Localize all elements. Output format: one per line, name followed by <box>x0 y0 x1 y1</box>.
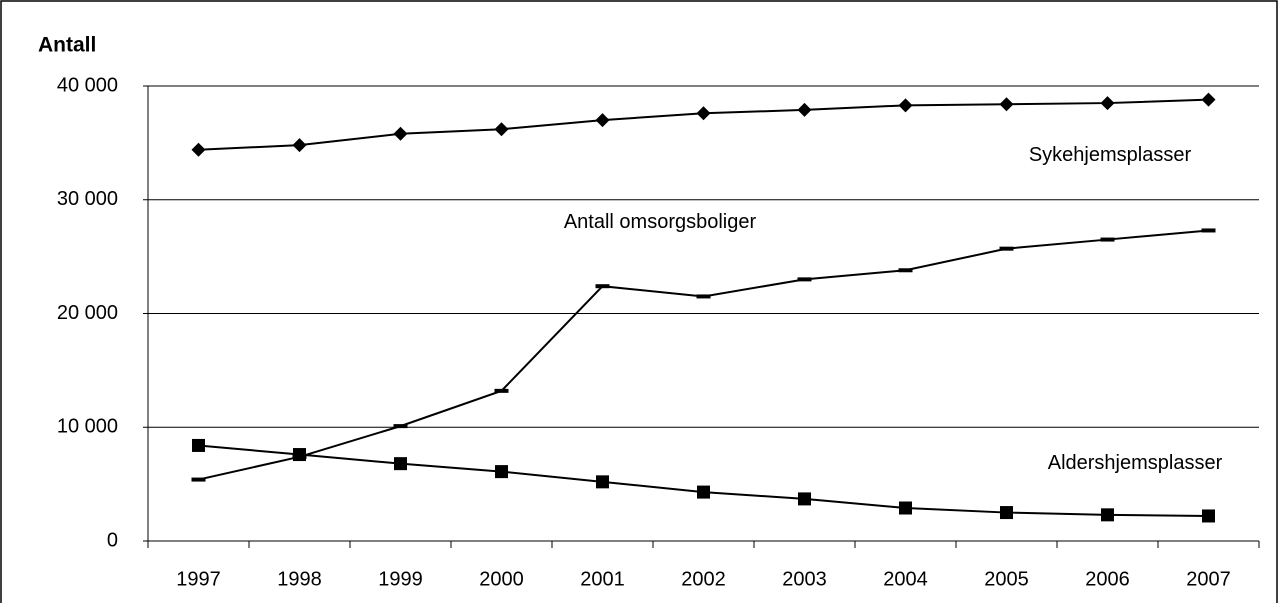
marker <box>494 122 509 137</box>
x-tick-label: 2000 <box>479 568 524 590</box>
series-line <box>198 229 1209 481</box>
x-tick-label: 2001 <box>580 568 625 590</box>
series-label: Aldershjemsplasser <box>1047 452 1223 474</box>
marker <box>797 102 812 117</box>
x-tick-label: 2006 <box>1085 568 1130 590</box>
marker <box>696 106 711 121</box>
y-tick-label: 30 000 <box>57 188 118 210</box>
marker <box>495 465 508 479</box>
y-tick-label: 0 <box>107 529 118 551</box>
marker <box>191 142 206 157</box>
x-tick-label: 2007 <box>1186 568 1231 590</box>
marker <box>999 97 1014 112</box>
marker <box>293 448 306 462</box>
y-tick-label: 40 000 <box>57 74 118 96</box>
marker <box>696 294 711 299</box>
marker <box>1202 509 1215 523</box>
marker <box>1101 508 1114 522</box>
marker <box>898 98 913 113</box>
x-tick-label: 2003 <box>782 568 827 590</box>
marker <box>1100 237 1115 242</box>
marker <box>292 138 307 153</box>
y-axis-label: Antall <box>38 34 96 57</box>
marker <box>1201 92 1216 107</box>
marker <box>898 268 913 273</box>
marker <box>596 475 609 489</box>
marker <box>999 246 1014 251</box>
marker <box>494 388 509 393</box>
x-tick-label: 2004 <box>883 568 928 590</box>
x-tick-label: 1998 <box>277 568 322 590</box>
marker <box>1100 96 1115 111</box>
marker <box>393 126 408 141</box>
marker <box>191 477 206 482</box>
x-tick-label: 2005 <box>984 568 1029 590</box>
marker <box>595 113 610 128</box>
marker <box>192 438 205 452</box>
x-tick-label: 1999 <box>378 568 423 590</box>
x-tick-label: 2002 <box>681 568 726 590</box>
marker <box>697 485 710 499</box>
marker <box>393 424 408 429</box>
marker <box>1201 228 1216 233</box>
marker <box>595 284 610 289</box>
series-label: Sykehjemsplasser <box>1028 144 1192 166</box>
marker <box>1000 506 1013 520</box>
marker <box>798 492 811 506</box>
y-tick-label: 20 000 <box>57 302 118 324</box>
x-tick-label: 1997 <box>176 568 221 590</box>
marker <box>797 277 812 282</box>
marker <box>394 457 407 471</box>
marker <box>899 501 912 515</box>
y-tick-label: 10 000 <box>57 416 118 438</box>
series-label: Antall omsorgsboliger <box>563 211 757 233</box>
